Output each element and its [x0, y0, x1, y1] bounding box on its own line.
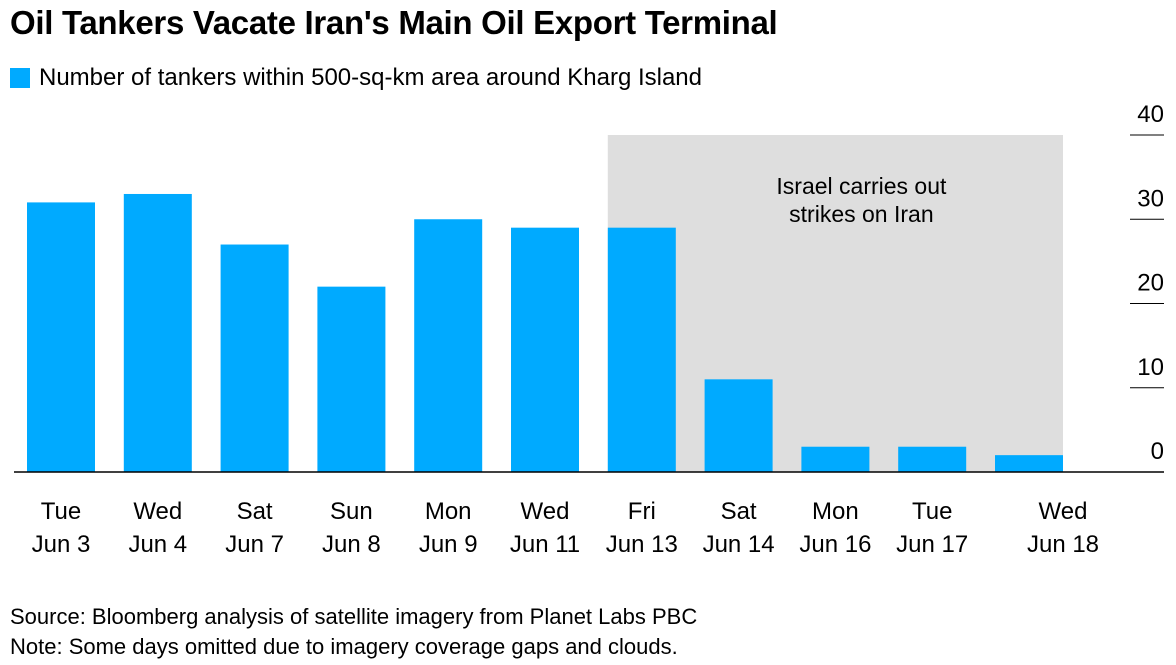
y-tick-label: 30	[1137, 185, 1164, 212]
x-tick-day: Wed	[521, 498, 570, 525]
x-tick-date: Jun 11	[510, 531, 580, 558]
y-tick-label: 10	[1137, 354, 1164, 381]
x-tick-day: Mon	[812, 498, 859, 525]
x-tick-date: Jun 17	[896, 531, 968, 558]
legend-label: Number of tankers within 500-sq-km area …	[39, 64, 702, 91]
y-tick-label: 0	[1151, 438, 1164, 465]
x-tick-date: Jun 9	[419, 531, 478, 558]
x-tick-day: Tue	[912, 498, 952, 525]
legend-swatch	[10, 68, 30, 88]
x-tick-day: Wed	[1039, 498, 1088, 525]
chart-title: Oil Tankers Vacate Iran's Main Oil Expor…	[10, 4, 778, 41]
x-tick-day: Sat	[237, 498, 273, 525]
x-tick-day: Fri	[628, 498, 656, 525]
x-tick-day: Sat	[721, 498, 757, 525]
bar-jun-11	[511, 227, 579, 472]
shaded-region	[607, 135, 1063, 472]
x-tick-date: Jun 8	[322, 531, 381, 558]
bar-jun-18	[995, 455, 1063, 472]
x-tick-date: Jun 4	[128, 531, 187, 558]
x-tick-day: Mon	[425, 498, 472, 525]
x-tick-date: Jun 13	[606, 531, 678, 558]
x-tick-date: Jun 3	[32, 531, 91, 558]
legend: Number of tankers within 500-sq-km area …	[10, 64, 702, 92]
bar-jun-8	[317, 286, 386, 472]
y-tick-label: 20	[1137, 270, 1164, 297]
x-tick-date: Jun 7	[225, 531, 284, 558]
bar-jun-17	[898, 446, 967, 472]
bar-jun-13	[607, 227, 676, 472]
y-tick-label: 40	[1137, 101, 1164, 128]
bar-jun-14	[704, 379, 773, 472]
bar-jun-16	[801, 446, 870, 472]
x-tick-day: Wed	[133, 498, 182, 525]
x-tick-day: Sun	[330, 498, 373, 525]
x-tick-date: Jun 16	[799, 531, 871, 558]
x-tick-date: Jun 18	[1027, 531, 1099, 558]
footnote: Note: Some days omitted due to imagery c…	[10, 634, 678, 659]
shaded-region-label: Israel carries out strikes on Iran	[776, 173, 947, 227]
bar-jun-3	[27, 202, 95, 472]
x-tick-day: Tue	[41, 498, 81, 525]
bar-jun-9	[414, 219, 483, 472]
bar-jun-4	[123, 193, 192, 472]
bar-jun-7	[220, 244, 289, 472]
source-note: Source: Bloomberg analysis of satellite …	[10, 604, 698, 629]
x-tick-date: Jun 14	[703, 531, 775, 558]
